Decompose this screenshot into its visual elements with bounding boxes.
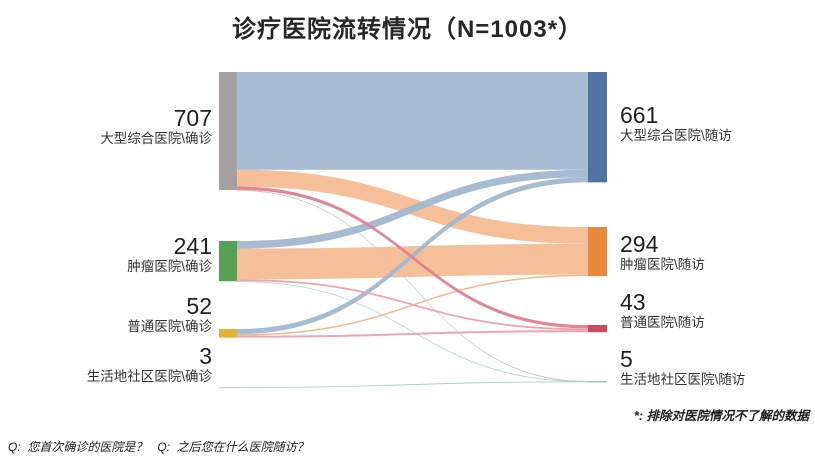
source-label-ordinary: 52 普通医院\确诊 bbox=[127, 294, 212, 336]
target-label-cancer: 294 肿瘤医院\随访 bbox=[620, 232, 705, 274]
sankey-source-node-2 bbox=[219, 329, 237, 338]
sankey-source-node-1 bbox=[219, 241, 237, 282]
target-name: 大型综合医院\随访 bbox=[620, 127, 732, 143]
source-value: 241 bbox=[173, 233, 212, 259]
sankey-target-node-0 bbox=[588, 72, 607, 183]
sankey-link-3-3 bbox=[237, 381, 588, 388]
sankey-link-0-2 bbox=[237, 186, 588, 329]
sankey-link-1-0 bbox=[237, 169, 588, 249]
sankey-target-node-2 bbox=[588, 325, 607, 333]
source-label-community: 3 生活地社区医院\确诊 bbox=[87, 344, 212, 386]
sankey-target-node-3 bbox=[588, 381, 607, 383]
source-name: 肿瘤医院\确诊 bbox=[127, 258, 212, 274]
sankey-link-2-0 bbox=[237, 177, 588, 335]
target-value: 661 bbox=[620, 102, 659, 128]
sankey-link-1-2 bbox=[237, 279, 588, 331]
sankey-link-1-1 bbox=[237, 243, 588, 280]
target-value: 5 bbox=[620, 346, 633, 372]
sankey-link-0-0 bbox=[237, 72, 588, 170]
sankey-link-2-2 bbox=[237, 330, 588, 338]
target-label-large-general: 661 大型综合医院\随访 bbox=[620, 103, 732, 145]
target-value: 43 bbox=[620, 289, 646, 315]
sankey-link-1-3 bbox=[237, 281, 588, 383]
source-label-cancer: 241 肿瘤医院\确诊 bbox=[127, 234, 212, 276]
target-name: 肿瘤医院\随访 bbox=[620, 256, 705, 272]
source-name: 生活地社区医院\确诊 bbox=[86, 368, 212, 384]
target-name: 普通医院\随访 bbox=[620, 314, 705, 330]
sankey-source-node-3 bbox=[219, 387, 237, 389]
target-value: 294 bbox=[620, 231, 659, 257]
question-note: Q: 您首次确诊的医院是？ Q: 之后您在什么医院随访？ bbox=[8, 440, 309, 454]
source-value: 52 bbox=[186, 293, 212, 319]
target-name: 生活地社区医院\随访 bbox=[620, 371, 746, 387]
sankey-link-0-3 bbox=[237, 189, 588, 382]
source-value: 3 bbox=[199, 343, 212, 369]
page-title: 诊疗医院流转情况（N=1003*） bbox=[231, 16, 584, 43]
sankey-target-node-1 bbox=[588, 227, 607, 277]
source-name: 普通医院\确诊 bbox=[127, 318, 212, 334]
source-label-large-general: 707 大型综合医院\确诊 bbox=[100, 106, 212, 148]
sankey-source-node-0 bbox=[219, 72, 237, 191]
source-name: 大型综合医院\确诊 bbox=[100, 130, 212, 146]
target-label-ordinary: 43 普通医院\随访 bbox=[620, 290, 705, 332]
target-label-community: 5 生活地社区医院\随访 bbox=[620, 347, 745, 389]
source-value: 707 bbox=[173, 105, 212, 131]
footnote: *: 排除对医院情况不了解的数据 bbox=[633, 409, 809, 423]
